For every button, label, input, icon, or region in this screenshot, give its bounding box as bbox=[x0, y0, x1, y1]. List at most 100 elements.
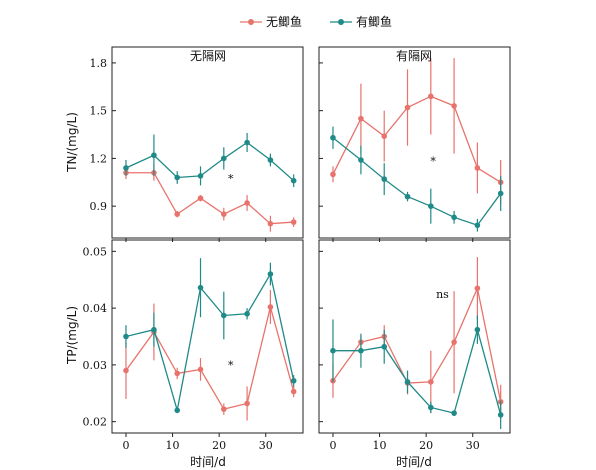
data-point bbox=[404, 104, 411, 111]
data-point bbox=[428, 379, 434, 385]
y-tick-label: 1.2 bbox=[90, 152, 108, 165]
data-point bbox=[290, 377, 297, 384]
data-point bbox=[174, 211, 181, 217]
data-point bbox=[381, 343, 388, 350]
series-line-2 bbox=[125, 141, 295, 182]
data-point bbox=[123, 165, 129, 171]
data-point bbox=[197, 173, 204, 179]
series-line-1 bbox=[125, 172, 294, 225]
data-point bbox=[381, 133, 388, 139]
data-point bbox=[428, 404, 434, 411]
data-point bbox=[244, 400, 250, 407]
panel-frame bbox=[318, 46, 511, 239]
data-point bbox=[151, 326, 157, 333]
data-point bbox=[428, 93, 434, 100]
data-point bbox=[174, 174, 181, 181]
significance-annotation: ns bbox=[436, 288, 449, 301]
data-point bbox=[267, 271, 274, 277]
data-point bbox=[290, 219, 297, 225]
data-point bbox=[221, 406, 227, 412]
y-tick-label: 0.9 bbox=[90, 200, 108, 213]
data-point bbox=[474, 326, 481, 333]
series-line-2 bbox=[125, 272, 295, 411]
panel-title-no-net: 无隔网 bbox=[190, 49, 226, 63]
significance-annotation: * bbox=[430, 155, 436, 168]
data-point bbox=[221, 211, 227, 217]
data-point bbox=[497, 412, 504, 418]
data-point bbox=[267, 304, 274, 310]
series-line-1 bbox=[332, 95, 502, 183]
data-point bbox=[244, 200, 250, 206]
panel-tp-net: 0 10 20 30 ns bbox=[318, 239, 511, 452]
data-point bbox=[151, 152, 157, 159]
data-point bbox=[244, 139, 250, 146]
panel-frame bbox=[318, 239, 511, 434]
x-tick-label: 30 bbox=[466, 439, 480, 452]
panel-frame bbox=[111, 46, 304, 239]
x-axis-title-left: 时间/d bbox=[190, 455, 226, 469]
x-tick-label: 0 bbox=[329, 439, 336, 452]
data-point bbox=[451, 103, 457, 109]
panel-tn-no-net: 0.9 1.2 1.5 1.8 * bbox=[90, 46, 304, 242]
data-point bbox=[174, 370, 181, 377]
x-tick-label: 20 bbox=[212, 439, 226, 452]
x-tick-label: 30 bbox=[259, 439, 273, 452]
data-point bbox=[330, 134, 336, 141]
data-point bbox=[290, 177, 297, 184]
data-point bbox=[267, 157, 274, 163]
data-point bbox=[474, 285, 481, 292]
data-point bbox=[451, 410, 457, 416]
data-point bbox=[474, 165, 481, 171]
data-point bbox=[451, 214, 457, 221]
data-point bbox=[451, 339, 457, 345]
y-tick-label: 1.5 bbox=[90, 105, 108, 118]
x-tick-label: 10 bbox=[373, 439, 387, 452]
data-point bbox=[221, 155, 227, 162]
legend-label-series2: 有鲫鱼 bbox=[356, 15, 392, 29]
data-point bbox=[358, 157, 364, 163]
panel-tn-net: * bbox=[318, 46, 511, 242]
data-point bbox=[197, 284, 204, 291]
data-point bbox=[381, 176, 388, 182]
data-point bbox=[428, 203, 434, 209]
y-tick-label: 0.04 bbox=[83, 302, 108, 315]
legend-marker-series1 bbox=[248, 19, 254, 25]
y-tick-label: 0.02 bbox=[83, 416, 108, 429]
data-point bbox=[221, 312, 227, 319]
y-tick-label: 0.03 bbox=[83, 359, 108, 372]
data-point bbox=[358, 115, 364, 122]
data-point bbox=[197, 366, 204, 373]
data-point bbox=[197, 195, 204, 202]
legend-marker-series2 bbox=[338, 19, 344, 25]
x-tick-label: 10 bbox=[166, 439, 180, 452]
data-point bbox=[174, 407, 181, 414]
y-tick-label: 0.05 bbox=[83, 245, 108, 258]
data-point bbox=[244, 310, 250, 317]
significance-annotation: * bbox=[228, 359, 234, 372]
data-point bbox=[123, 333, 129, 340]
series-line-2 bbox=[332, 137, 502, 227]
x-tick-label: 0 bbox=[122, 439, 129, 452]
legend: 无鲫鱼 有鲫鱼 bbox=[240, 15, 392, 29]
x-tick-label: 20 bbox=[419, 439, 433, 452]
data-point bbox=[330, 171, 336, 178]
panel-tp-no-net: 0.02 0.03 0.04 0.05 0 10 20 30 * bbox=[83, 239, 304, 452]
series-line-1 bbox=[332, 286, 502, 402]
panel-frame bbox=[111, 239, 304, 434]
x-axis-title-right: 时间/d bbox=[396, 455, 432, 469]
data-point bbox=[290, 388, 297, 395]
y-axis-title-tp: TP/(mg/L) bbox=[65, 306, 79, 365]
data-point bbox=[330, 347, 336, 354]
legend-label-series1: 无鲫鱼 bbox=[266, 15, 302, 29]
series-line-1 bbox=[125, 304, 295, 410]
data-point bbox=[404, 379, 411, 385]
data-point bbox=[404, 193, 411, 200]
data-point bbox=[267, 220, 274, 227]
y-axis-title-tn: TN/(mg/L) bbox=[65, 112, 79, 173]
series-line-2 bbox=[332, 327, 502, 416]
data-point bbox=[358, 347, 364, 354]
significance-annotation: * bbox=[228, 172, 234, 185]
data-point bbox=[474, 222, 481, 229]
data-point bbox=[497, 190, 504, 197]
